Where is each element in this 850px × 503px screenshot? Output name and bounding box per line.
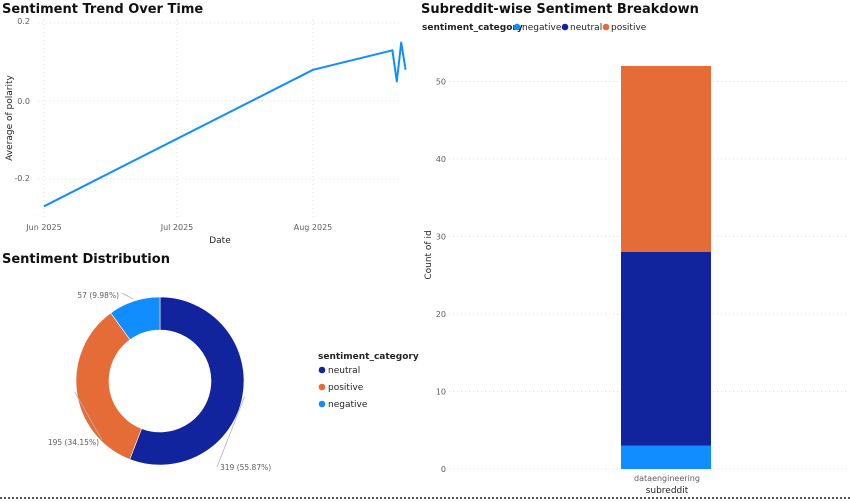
bar-y-ticks: 0 10 20 30 40 50 bbox=[436, 78, 446, 475]
legend-label-neutral: neutral bbox=[570, 23, 602, 33]
donut-chart-title: Sentiment Distribution bbox=[2, 252, 170, 267]
legend-marker-positive bbox=[602, 23, 610, 31]
data-label-positive: 195 (34.15%) bbox=[48, 438, 99, 447]
page-bottom-border bbox=[0, 497, 850, 499]
donut-legend-title: sentiment_category bbox=[318, 352, 419, 362]
donut-legend: sentiment_category neutral positive nega… bbox=[318, 352, 419, 410]
y-tick-label: 10 bbox=[436, 388, 446, 397]
legend-marker-negative bbox=[318, 400, 326, 408]
bar-chart-title: Subreddit-wise Sentiment Breakdown bbox=[421, 2, 699, 17]
x-tick-label: dataengineering bbox=[634, 474, 700, 483]
line-chart-title: Sentiment Trend Over Time bbox=[2, 2, 203, 17]
x-axis-title: Date bbox=[209, 236, 231, 246]
data-label-negative: 57 (9.98%) bbox=[77, 291, 119, 300]
legend-label-neutral: neutral bbox=[328, 366, 360, 376]
leader-line bbox=[74, 391, 103, 441]
x-axis-title: subreddit bbox=[646, 486, 689, 496]
y-tick-label: 40 bbox=[436, 155, 446, 164]
y-axis-title: Average of polarity bbox=[5, 75, 15, 161]
legend-label-positive: positive bbox=[328, 383, 364, 393]
donut-slice-neutral[interactable] bbox=[129, 296, 245, 466]
bar-segments bbox=[621, 66, 711, 469]
leader-line bbox=[121, 292, 134, 300]
legend-marker-neutral bbox=[561, 23, 569, 31]
bar-segment-negative[interactable] bbox=[621, 445, 711, 469]
bar-segment-positive[interactable] bbox=[621, 66, 711, 252]
bar-chart[interactable]: Subreddit-wise Sentiment Breakdown senti… bbox=[421, 2, 846, 496]
y-tick-label: 0.0 bbox=[17, 97, 30, 106]
donut-slice-negative[interactable] bbox=[110, 296, 161, 341]
y-axis-title: Count of id bbox=[424, 230, 434, 279]
data-label-neutral: 319 (55.87%) bbox=[220, 463, 271, 472]
y-tick-label: 30 bbox=[436, 233, 446, 242]
legend-label-positive: positive bbox=[611, 23, 647, 33]
donut-data-labels: 319 (55.87%) 195 (34.15%) 57 (9.98%) bbox=[48, 291, 271, 472]
bar-legend-title: sentiment_category bbox=[422, 23, 523, 33]
y-tick-label: 0.2 bbox=[17, 17, 30, 26]
series-line[interactable] bbox=[43, 41, 407, 208]
x-tick-label: Jun 2025 bbox=[25, 223, 61, 232]
line-chart[interactable]: Sentiment Trend Over Time 0.2 0.0 -0.2 J… bbox=[2, 2, 407, 246]
bar-segment-neutral[interactable] bbox=[621, 252, 711, 446]
y-tick-label: 50 bbox=[436, 78, 446, 87]
legend-marker-negative bbox=[513, 23, 521, 31]
line-chart-grid bbox=[38, 20, 400, 219]
legend-label-negative: negative bbox=[522, 23, 562, 33]
bar-legend: sentiment_category negative neutral posi… bbox=[422, 23, 647, 33]
donut-chart[interactable]: Sentiment Distribution 319 (55.87%) 195 (… bbox=[2, 252, 419, 472]
legend-marker-positive bbox=[318, 383, 326, 391]
y-tick-label: 0 bbox=[441, 465, 446, 474]
y-tick-label: 20 bbox=[436, 310, 446, 319]
legend-label-negative: negative bbox=[328, 400, 368, 410]
y-tick-label: -0.2 bbox=[14, 174, 30, 183]
x-tick-label: Jul 2025 bbox=[160, 223, 194, 232]
donut-slices bbox=[75, 296, 245, 466]
legend-marker-neutral bbox=[318, 366, 326, 374]
x-tick-label: Aug 2025 bbox=[294, 223, 333, 232]
leader-line bbox=[216, 396, 245, 468]
